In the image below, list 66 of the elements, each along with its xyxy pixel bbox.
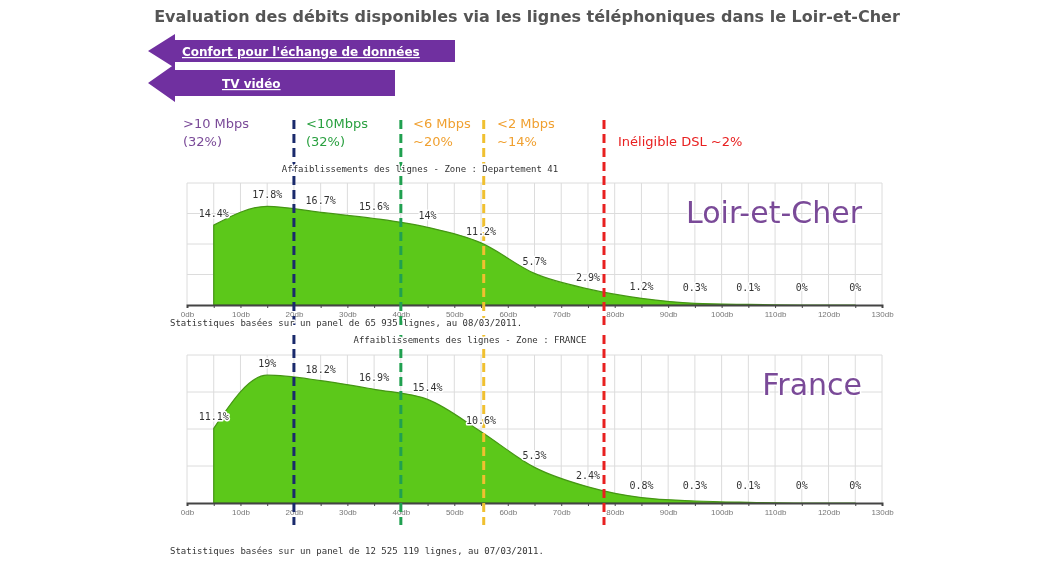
x-tick-label: 70db [552,507,572,517]
text: <6 Mbps ~20% [413,116,472,149]
x-tick-label: 30db [338,507,358,517]
data-label: 14% [418,210,437,222]
x-tick-label: 10db [232,507,251,517]
data-label: 18.2% [305,363,336,375]
x-tick-label: 20db [285,309,304,319]
data-label: 2.4% [575,469,601,481]
chart-title: Evaluation des débits disponibles via les lignes téléphoniques dans le Loir-et-Cher [154,7,900,26]
x-tick-label: 110db [764,507,787,517]
text: <10Mbps (32%) [306,116,369,149]
text: France [762,367,862,402]
data-label: 14.4% [198,208,229,220]
x-tick-label: 40db [392,309,411,319]
data-label: 1.2% [629,281,654,293]
data-label: 0% [795,480,808,491]
x-tick-label: 100db [710,507,734,517]
data-label: 17.8% [252,189,283,201]
data-label: 2.9% [575,271,601,283]
x-tick-label: 120db [817,309,841,319]
data-label: 16.9% [359,372,390,384]
data-label: 19% [258,358,277,370]
data-label: 16.7% [305,195,336,207]
text: <2 Mbps ~14% [497,116,556,149]
x-tick-label: 0db [180,507,195,517]
data-label: 15.4% [412,382,443,394]
text: Statistiques basées sur un panel de 65 935 lignes, au 08/03/2011. [170,318,523,328]
text: Confort pour l'échange de données [182,45,420,59]
data-label: 0.3% [682,480,707,491]
text: >10 Mbps (32%) [183,116,250,149]
text: Inéligible DSL ~2% [618,134,743,149]
x-tick-label: 60db [499,507,518,517]
x-tick-label: 130db [871,507,895,517]
data-label: 5.7% [522,256,547,268]
data-label: 11.2% [465,225,497,237]
x-tick-label: 70db [552,309,572,319]
data-label: 10.6% [465,414,497,426]
data-label: 0.1% [736,282,761,293]
x-tick-label: 80db [606,309,625,319]
text: TV vidéo [222,77,281,91]
x-tick-label: 110db [764,309,787,319]
x-tick-label: 50db [445,309,465,319]
x-tick-label: 0db [180,309,195,319]
data-label: 5.3% [522,450,547,462]
text: Loir-et-Cher [686,195,863,230]
x-tick-label: 120db [817,507,841,517]
x-tick-label: 30db [338,309,358,319]
x-tick-label: 40db [392,507,411,517]
x-tick-label: 100db [710,309,734,319]
data-label: 0% [849,480,862,491]
x-tick-label: 130db [871,309,895,319]
data-label: 0% [795,282,808,293]
data-label: 0% [849,282,862,293]
x-tick-label: 90db [659,309,679,319]
x-tick-label: 10db [232,309,251,319]
data-label: 0.3% [682,282,707,293]
text: Statistiques basées sur un panel de 12 525 119 lignes, au 07/03/2011. [170,546,544,556]
x-tick-label: 90db [659,507,679,517]
data-label: 0.1% [736,480,761,491]
x-tick-label: 50db [445,507,465,517]
x-tick-label: 60db [499,309,518,319]
data-label: 0.8% [629,480,654,491]
x-tick-label: 80db [606,507,625,517]
x-tick-label: 20db [285,507,304,517]
chart-subtitle: Affaiblissements des lignes - Zone : Departement 41 [281,164,559,174]
data-label: 15.6% [359,201,390,213]
